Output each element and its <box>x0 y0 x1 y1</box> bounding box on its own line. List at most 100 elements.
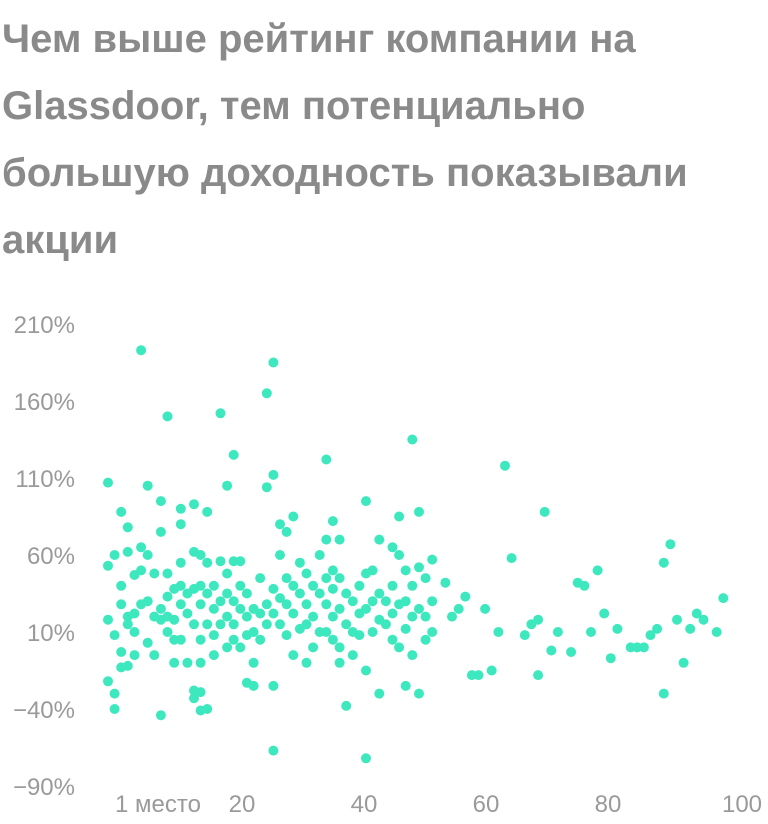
data-point <box>268 357 279 368</box>
data-point <box>248 627 259 637</box>
data-point <box>420 634 431 645</box>
data-point <box>301 568 312 579</box>
data-point <box>321 627 332 637</box>
data-point <box>407 611 418 622</box>
data-point <box>228 634 239 645</box>
data-point <box>261 619 272 630</box>
data-point <box>301 619 312 630</box>
data-point <box>334 603 345 614</box>
data-point <box>301 599 312 610</box>
data-point <box>394 511 405 522</box>
data-point <box>367 596 378 607</box>
data-point <box>222 611 233 622</box>
data-point <box>460 591 471 602</box>
data-point <box>248 680 259 691</box>
y-tick-label: 160% <box>14 389 75 416</box>
data-point <box>685 623 696 634</box>
data-point <box>400 596 411 607</box>
data-point <box>142 480 153 491</box>
data-point <box>400 565 411 576</box>
data-point <box>228 619 239 630</box>
data-point <box>222 568 233 579</box>
data-point <box>103 614 113 625</box>
data-point <box>546 645 557 656</box>
data-point <box>136 345 147 356</box>
data-point <box>208 630 219 641</box>
data-point <box>301 657 312 668</box>
data-point <box>268 745 279 756</box>
data-point <box>189 499 199 510</box>
data-point <box>711 627 722 637</box>
data-point <box>129 627 140 637</box>
data-point <box>248 657 259 668</box>
data-point <box>308 611 319 622</box>
data-point <box>321 454 332 465</box>
data-point <box>374 588 385 599</box>
data-point <box>380 619 391 630</box>
data-point <box>321 573 332 584</box>
data-point <box>122 546 133 557</box>
data-point <box>202 619 213 630</box>
data-point <box>493 627 504 637</box>
data-point <box>175 580 186 591</box>
data-point <box>367 627 378 637</box>
data-point <box>334 573 345 584</box>
data-point <box>275 519 285 530</box>
data-point <box>136 542 147 553</box>
data-point <box>169 614 180 625</box>
data-point <box>195 634 206 645</box>
data-points <box>103 345 729 764</box>
data-point <box>294 557 305 568</box>
data-point <box>314 588 325 599</box>
data-point <box>162 591 173 602</box>
data-point <box>109 550 120 560</box>
y-tick-label: 10% <box>27 620 75 647</box>
data-point <box>109 688 120 699</box>
data-point <box>136 565 147 576</box>
data-point <box>288 650 299 661</box>
data-point <box>275 593 285 604</box>
data-point <box>222 588 233 599</box>
data-point <box>235 556 246 567</box>
data-point <box>314 550 325 560</box>
data-point <box>519 630 530 641</box>
data-point <box>718 593 729 604</box>
data-point <box>533 614 544 625</box>
y-tick-label: 110% <box>15 466 75 493</box>
data-point <box>698 614 709 625</box>
data-point <box>103 560 113 571</box>
data-point <box>215 619 226 630</box>
data-point <box>321 534 332 545</box>
data-point <box>169 657 180 668</box>
data-point <box>281 599 292 610</box>
data-point <box>189 693 199 704</box>
data-point <box>255 634 266 645</box>
data-point <box>288 511 299 522</box>
data-point <box>387 634 398 645</box>
data-point <box>678 657 689 668</box>
data-point <box>327 565 338 576</box>
data-point <box>506 553 517 564</box>
data-point <box>605 653 616 664</box>
data-point <box>354 630 365 641</box>
data-point <box>241 588 252 599</box>
data-point <box>539 506 550 517</box>
y-tick-label: −90% <box>13 774 75 801</box>
data-point <box>228 596 239 607</box>
data-point <box>327 611 338 622</box>
data-point <box>327 516 338 527</box>
data-point <box>202 704 213 714</box>
data-point <box>103 676 113 687</box>
data-point <box>327 634 338 645</box>
data-point <box>361 603 371 614</box>
data-point <box>334 642 345 653</box>
data-point <box>599 608 610 619</box>
data-point <box>215 408 226 419</box>
data-point <box>480 603 491 614</box>
data-point <box>149 568 160 579</box>
data-point <box>129 608 140 619</box>
data-point <box>420 611 431 622</box>
data-point <box>142 550 153 560</box>
y-axis-ticks: 210% 160% 110% 60% 10% −40% −90% <box>13 312 75 801</box>
